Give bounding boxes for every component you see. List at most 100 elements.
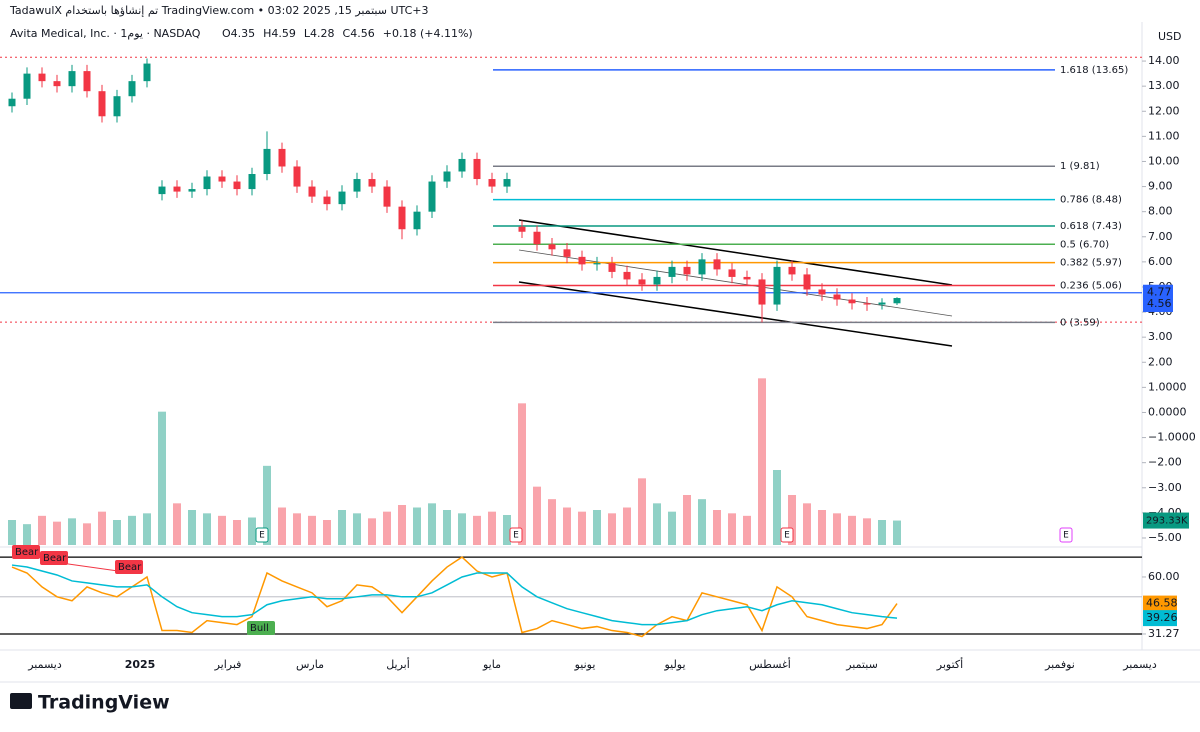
candle-body (188, 189, 196, 192)
candle-body (818, 289, 826, 295)
y-tick-label: −1.0000 (1148, 431, 1196, 444)
osc-tick-label: 31.27 (1148, 627, 1180, 640)
y-tick-label: 9.00 (1148, 180, 1173, 193)
candle-body (113, 96, 121, 117)
volume-bar (593, 510, 601, 545)
x-tick-label: أكتوبر (936, 657, 963, 671)
candle-body (563, 249, 571, 257)
x-tick-label: مايو (482, 658, 501, 671)
candle-body (653, 276, 661, 285)
y-tick-label: −3.00 (1148, 481, 1182, 494)
earnings-label: E (513, 531, 519, 541)
volume-bar (893, 520, 901, 545)
candle-body (338, 191, 346, 205)
fib-label: 1.618 (13.65) (1060, 65, 1128, 76)
candle-body (593, 263, 601, 265)
fib-label: 0.618 (7.43) (1060, 221, 1122, 232)
candle-body (743, 276, 751, 280)
logo-icon (10, 693, 32, 709)
volume-bar (293, 513, 301, 545)
volume-bar (668, 511, 676, 545)
candle-body (893, 298, 901, 304)
volume-bar (503, 515, 511, 545)
ohlc-value: +0.18 (+4.11%) (383, 27, 473, 40)
candle-body (503, 179, 511, 187)
ohlc-value: C4.56 (343, 27, 375, 40)
ohlc-value: O4.35 (222, 27, 255, 40)
volume-bar (278, 507, 286, 545)
x-tick-label: يوليو (663, 658, 685, 671)
candle-body (713, 259, 721, 270)
currency: USD (1158, 30, 1182, 43)
candle-body (98, 91, 106, 117)
volume-bar (368, 518, 376, 545)
volume-bar (878, 520, 886, 545)
volume-bar (578, 511, 586, 545)
volume-bar (548, 499, 556, 545)
header-title: TadawulX تم إنشاؤها باستخدام TradingView… (9, 4, 428, 17)
y-tick-label: 14.00 (1148, 54, 1180, 67)
candle-body (638, 279, 646, 285)
volume-bar (518, 403, 526, 545)
volume-bar (158, 411, 166, 545)
y-tick-label: 12.00 (1148, 104, 1180, 117)
volume-bar (233, 520, 241, 545)
y-tick-label: −2.00 (1148, 456, 1182, 469)
candle-body (53, 81, 61, 87)
signal-label: Bear (15, 547, 39, 558)
x-tick-label: مارس (296, 658, 324, 671)
candle-body (23, 73, 31, 99)
y-tick-label: 10.00 (1148, 154, 1180, 167)
volume-bar (608, 513, 616, 545)
earnings-icon (255, 527, 269, 543)
price-badge-label: 4.77 (1147, 286, 1172, 299)
volume-bar (353, 513, 361, 545)
candle-body (878, 302, 886, 305)
volume-bar (623, 507, 631, 545)
volume-badge-label: 293.33K (1146, 516, 1188, 527)
candle-body (323, 196, 331, 205)
candle-body (203, 176, 211, 190)
x-tick-label: 2025 (125, 658, 156, 671)
volume-bar (428, 503, 436, 545)
signal-badge (40, 551, 68, 565)
volume-bar (638, 478, 646, 545)
y-tick-label: −5.00 (1148, 531, 1182, 544)
channel-mid (518, 249, 953, 317)
osc-line (11, 564, 898, 626)
volume-bar (818, 510, 826, 545)
earnings-label: E (259, 531, 265, 541)
candle-body (8, 98, 16, 107)
signal-badge (247, 621, 275, 635)
volume-bar (23, 524, 31, 545)
volume-bar (338, 510, 346, 545)
candle-body (278, 148, 286, 167)
y-tick-label: 3.00 (1148, 330, 1173, 343)
candle-body (788, 266, 796, 275)
candle-body (143, 63, 151, 82)
candle-body (38, 73, 46, 82)
volume-bar (323, 520, 331, 545)
volume-bar (833, 513, 841, 545)
volume-bar (53, 521, 61, 545)
volume-bar (128, 515, 136, 545)
volume-bar (758, 378, 766, 545)
osc-tick-label: 60.00 (1148, 570, 1180, 583)
volume-bar (713, 510, 721, 545)
candle-body (488, 179, 496, 187)
candle-body (683, 266, 691, 275)
x-tick-label: أغسطس (749, 657, 791, 671)
candle-body (413, 211, 421, 230)
candle-body (158, 186, 166, 195)
volume-bar (98, 511, 106, 545)
volume-bar (698, 499, 706, 545)
candle-body (293, 166, 301, 187)
earnings-label: E (1063, 531, 1069, 541)
x-tick-label: ديسمبر (27, 658, 62, 671)
signal-label: Bear (43, 553, 67, 564)
y-tick-label: 11.00 (1148, 129, 1180, 142)
volume-bar (563, 507, 571, 545)
channel-line (518, 219, 953, 286)
volume-bar (218, 515, 226, 545)
